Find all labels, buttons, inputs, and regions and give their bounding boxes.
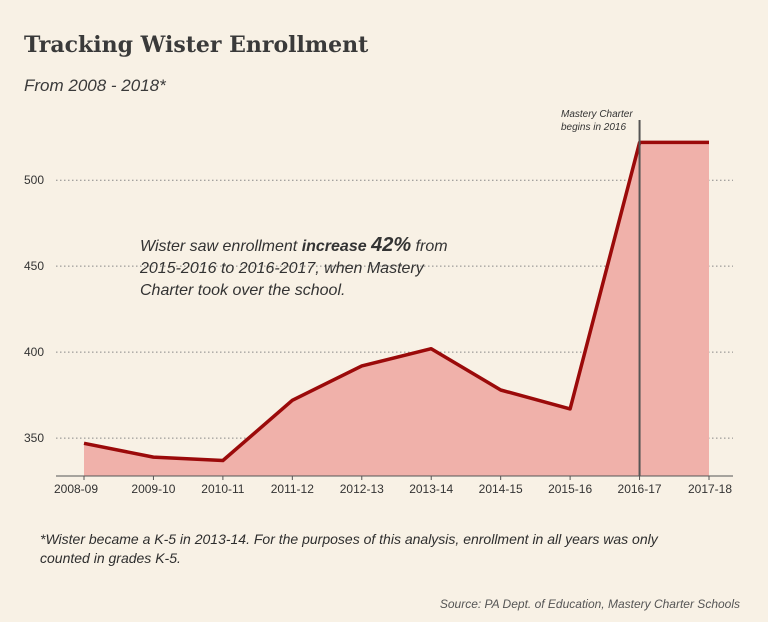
x-tick-label: 2010-11 <box>201 482 244 496</box>
x-tick-label: 2013-14 <box>409 482 453 496</box>
y-tick-label: 450 <box>24 259 44 273</box>
x-tick-label: 2012-13 <box>340 482 384 496</box>
x-axis-ticks: 2008-09 2009-10 2010-11 2011-12 2012-13 2013-… <box>54 476 732 496</box>
x-tick-label: 2016-17 <box>618 482 662 496</box>
marker-note-line1: Mastery Charter <box>561 109 633 120</box>
x-tick-label: 2011-12 <box>271 482 314 496</box>
footnote: *Wister became a K-5 in 2013-14. For the… <box>40 531 658 566</box>
x-tick-label: 2014-15 <box>479 482 523 496</box>
y-tick-label: 500 <box>24 173 44 187</box>
y-axis-ticks: 350 400 450 500 <box>24 173 44 445</box>
enrollment-area <box>84 142 709 476</box>
y-tick-label: 350 <box>24 431 44 445</box>
marker-note-line2: begins in 2016 <box>561 122 627 133</box>
chart-subtitle: From 2008 - 2018* <box>24 76 166 95</box>
x-tick-label: 2017-18 <box>688 482 732 496</box>
enrollment-line <box>83 140 709 463</box>
annotation-bold-percent: 42% <box>371 234 412 256</box>
annotation-bold-increase: increase <box>301 238 367 255</box>
source-note: Source: PA Dept. of Education, Mastery C… <box>439 597 740 611</box>
marker-note: Mastery Charter begins in 2016 <box>561 108 633 134</box>
y-tick-label: 400 <box>24 345 44 359</box>
chart-annotation: Wister saw enrollment increase 42% from … <box>140 234 470 302</box>
annotation-pre: Wister saw enrollment <box>140 238 302 255</box>
x-tick-label: 2015-16 <box>548 482 592 496</box>
x-tick-label: 2008-09 <box>54 482 98 496</box>
chart-title: Tracking Wister Enrollment <box>24 32 369 58</box>
x-tick-label: 2009-10 <box>131 482 175 496</box>
annotation-post: from 2015-2016 to 2016-2017, when Master… <box>140 238 448 299</box>
